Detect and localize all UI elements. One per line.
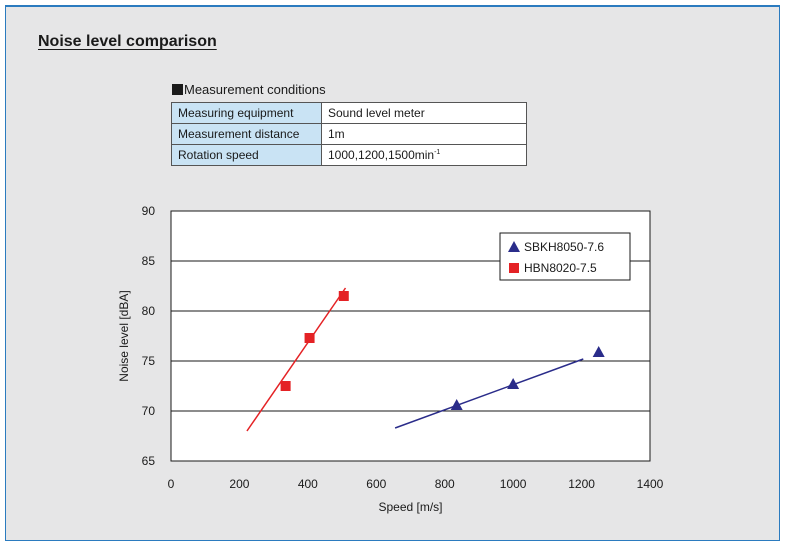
hbn-trendline bbox=[246, 287, 347, 432]
sbkh-point bbox=[592, 346, 605, 357]
page-title: Noise level comparison bbox=[38, 33, 217, 50]
table-row: Measuring equipment Sound level meter bbox=[171, 102, 527, 124]
rotation-speed-exponent: -1 bbox=[434, 149, 441, 156]
y-axis-label: Noise level [dBA] bbox=[117, 290, 131, 381]
conditions-table: Measuring equipment Sound level meter Me… bbox=[171, 102, 527, 166]
conditions-caption: Measurement conditions bbox=[172, 82, 326, 97]
legend-square-icon bbox=[509, 263, 519, 273]
x-tick-label: 1000 bbox=[500, 477, 527, 491]
hbn-point bbox=[304, 333, 315, 343]
panel-top-border bbox=[5, 5, 780, 7]
x-axis-label: Speed [m/s] bbox=[378, 500, 442, 514]
condition-label: Measurement distance bbox=[171, 123, 322, 145]
table-row: Measurement distance 1m bbox=[171, 123, 527, 145]
x-tick-label: 400 bbox=[298, 477, 318, 491]
y-tick-label: 75 bbox=[142, 354, 156, 368]
condition-label: Measuring equipment bbox=[171, 102, 322, 124]
legend-label: HBN8020-7.5 bbox=[524, 261, 597, 275]
condition-value: Sound level meter bbox=[321, 102, 527, 124]
rotation-speed-value: 1000,1200,1500min bbox=[328, 148, 435, 162]
x-tick-label: 600 bbox=[366, 477, 386, 491]
condition-value: 1000,1200,1500min-1 bbox=[321, 144, 527, 166]
conditions-caption-text: Measurement conditions bbox=[184, 82, 326, 97]
square-bullet-icon bbox=[172, 84, 183, 95]
condition-label: Rotation speed bbox=[171, 144, 322, 166]
plot-border bbox=[170, 210, 651, 462]
x-tick-label: 200 bbox=[229, 477, 249, 491]
legend-box bbox=[499, 232, 631, 281]
x-tick-label: 0 bbox=[168, 477, 175, 491]
y-tick-label: 85 bbox=[142, 254, 156, 268]
legend-label: SBKH8050-7.6 bbox=[524, 240, 604, 254]
x-tick-label: 800 bbox=[435, 477, 455, 491]
legend-triangle-icon bbox=[508, 241, 520, 252]
hbn-point bbox=[280, 381, 291, 391]
sbkh-point bbox=[450, 399, 463, 410]
condition-value: 1m bbox=[321, 123, 527, 145]
x-tick-label: 1200 bbox=[568, 477, 595, 491]
y-tick-label: 70 bbox=[142, 404, 156, 418]
legend: SBKH8050-7.6 HBN8020-7.5 bbox=[499, 232, 631, 281]
sbkh-point bbox=[507, 378, 520, 389]
y-tick-label: 65 bbox=[142, 454, 156, 468]
hbn-point bbox=[338, 291, 349, 301]
table-row: Rotation speed 1000,1200,1500min-1 bbox=[171, 144, 527, 166]
x-tick-label: 1400 bbox=[637, 477, 664, 491]
sbkh-trendline bbox=[394, 358, 584, 429]
y-tick-label: 80 bbox=[142, 304, 156, 318]
y-tick-label: 90 bbox=[142, 204, 156, 218]
